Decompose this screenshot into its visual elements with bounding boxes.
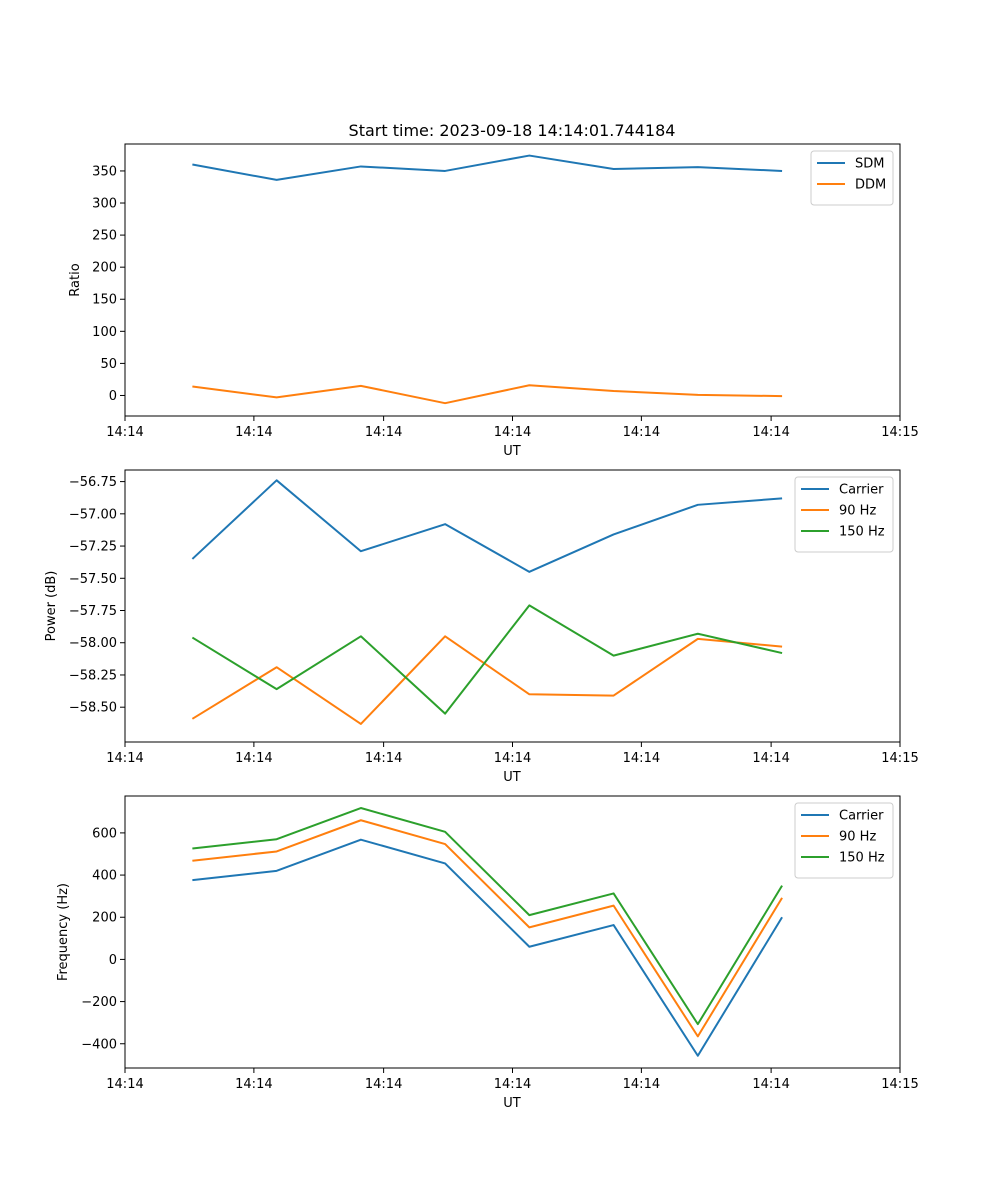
chart-panel-1: 14:14 14:14 14:14 14:14 14:14 14:14 14:15 0 50 10… bbox=[68, 143, 919, 459]
legend-box bbox=[794, 802, 894, 879]
x-tick-label: 14:14 bbox=[494, 425, 531, 440]
x-tick-label: 14:14 bbox=[494, 751, 531, 766]
y-tick-label: 350 bbox=[92, 164, 117, 179]
y-tick-label: 200 bbox=[92, 911, 117, 926]
series-line-90-hz bbox=[191, 635, 783, 725]
series-line-90-hz bbox=[192, 819, 783, 1038]
y-tick-label: 400 bbox=[92, 869, 117, 884]
y-tick-label: −57.50 bbox=[69, 572, 117, 587]
y-tick-label: 150 bbox=[92, 293, 117, 308]
y-axis-label: Power (dB) bbox=[44, 571, 59, 642]
legend-label: SDM bbox=[855, 157, 884, 172]
legend-label: DDM bbox=[855, 178, 886, 193]
x-tick-label: 14:14 bbox=[106, 751, 143, 766]
x-tick-label: 14:14 bbox=[235, 425, 272, 440]
series-line-150-hz bbox=[191, 604, 783, 715]
x-tick-label: 14:14 bbox=[752, 1077, 789, 1092]
x-tick-label: 14:14 bbox=[365, 751, 402, 766]
legend-label: 150 Hz bbox=[839, 851, 885, 866]
legend-label: Carrier bbox=[839, 483, 884, 498]
y-tick-label: 300 bbox=[92, 197, 117, 212]
legend-box bbox=[810, 150, 894, 206]
y-tick-label: −400 bbox=[81, 1037, 117, 1052]
chart-panel-2: 14:14 14:14 14:14 14:14 14:14 14:14 14:15 −58.5… bbox=[44, 469, 919, 785]
x-tick-label: 14:14 bbox=[365, 1077, 402, 1092]
series-line-carrier bbox=[191, 479, 783, 573]
x-tick-label: 14:14 bbox=[106, 1077, 143, 1092]
legend-label: Carrier bbox=[839, 809, 884, 824]
y-tick-label: −57.75 bbox=[69, 604, 117, 619]
y-tick-label: −57.25 bbox=[69, 540, 117, 555]
y-tick-label: −58.00 bbox=[69, 636, 117, 651]
y-tick-label: 100 bbox=[92, 325, 117, 340]
series-line-sdm bbox=[192, 154, 783, 181]
y-tick-label: −57.00 bbox=[69, 507, 117, 522]
chart-title: Start time: 2023-09-18 14:14:01.744184 bbox=[349, 121, 676, 140]
y-tick-label: −200 bbox=[81, 995, 117, 1010]
y-tick-label: 600 bbox=[92, 826, 117, 841]
x-axis-label: UT bbox=[503, 444, 521, 459]
legend-label: 150 Hz bbox=[839, 525, 885, 540]
x-tick-label: 14:14 bbox=[752, 751, 789, 766]
y-tick-label: 0 bbox=[109, 953, 117, 968]
series-line-150-hz bbox=[192, 807, 783, 1026]
x-tick-label: 14:14 bbox=[623, 425, 660, 440]
y-tick-label: −58.50 bbox=[69, 701, 117, 716]
x-tick-label: 14:14 bbox=[235, 1077, 272, 1092]
x-tick-label: 14:15 bbox=[881, 751, 918, 766]
y-axis-label: Ratio bbox=[68, 263, 83, 296]
y-tick-label: 0 bbox=[109, 389, 117, 404]
y-axis-label: Frequency (Hz) bbox=[56, 883, 71, 981]
x-tick-label: 14:14 bbox=[365, 425, 402, 440]
x-tick-label: 14:14 bbox=[623, 1077, 660, 1092]
legend: SDM DDM bbox=[810, 150, 894, 206]
legend-box bbox=[794, 476, 894, 553]
series-line-carrier bbox=[192, 838, 783, 1057]
y-tick-label: −56.75 bbox=[69, 475, 117, 490]
x-tick-label: 14:14 bbox=[235, 751, 272, 766]
legend-label: 90 Hz bbox=[839, 504, 876, 519]
legend: Carrier 90 Hz 150 Hz bbox=[794, 476, 894, 553]
x-tick-label: 14:15 bbox=[881, 1077, 918, 1092]
panels: 14:14 14:14 14:14 14:14 14:14 14:14 14:15 0 50 10… bbox=[44, 143, 919, 1111]
x-tick-label: 14:14 bbox=[494, 1077, 531, 1092]
x-tick-label: 14:14 bbox=[752, 425, 789, 440]
x-axis-label: UT bbox=[503, 1096, 521, 1111]
x-tick-label: 14:14 bbox=[106, 425, 143, 440]
x-axis-label: UT bbox=[503, 770, 521, 785]
y-tick-label: 250 bbox=[92, 229, 117, 244]
x-tick-label: 14:14 bbox=[623, 751, 660, 766]
legend-label: 90 Hz bbox=[839, 830, 876, 845]
legend: Carrier 90 Hz 150 Hz bbox=[794, 802, 894, 879]
y-tick-label: −58.25 bbox=[69, 668, 117, 683]
y-tick-label: 200 bbox=[92, 261, 117, 276]
y-tick-label: 50 bbox=[100, 357, 117, 372]
chart-panel-3: 14:14 14:14 14:14 14:14 14:14 14:14 14:15 −400 −… bbox=[56, 795, 919, 1111]
x-tick-label: 14:15 bbox=[881, 425, 918, 440]
series-line-ddm bbox=[192, 384, 783, 405]
